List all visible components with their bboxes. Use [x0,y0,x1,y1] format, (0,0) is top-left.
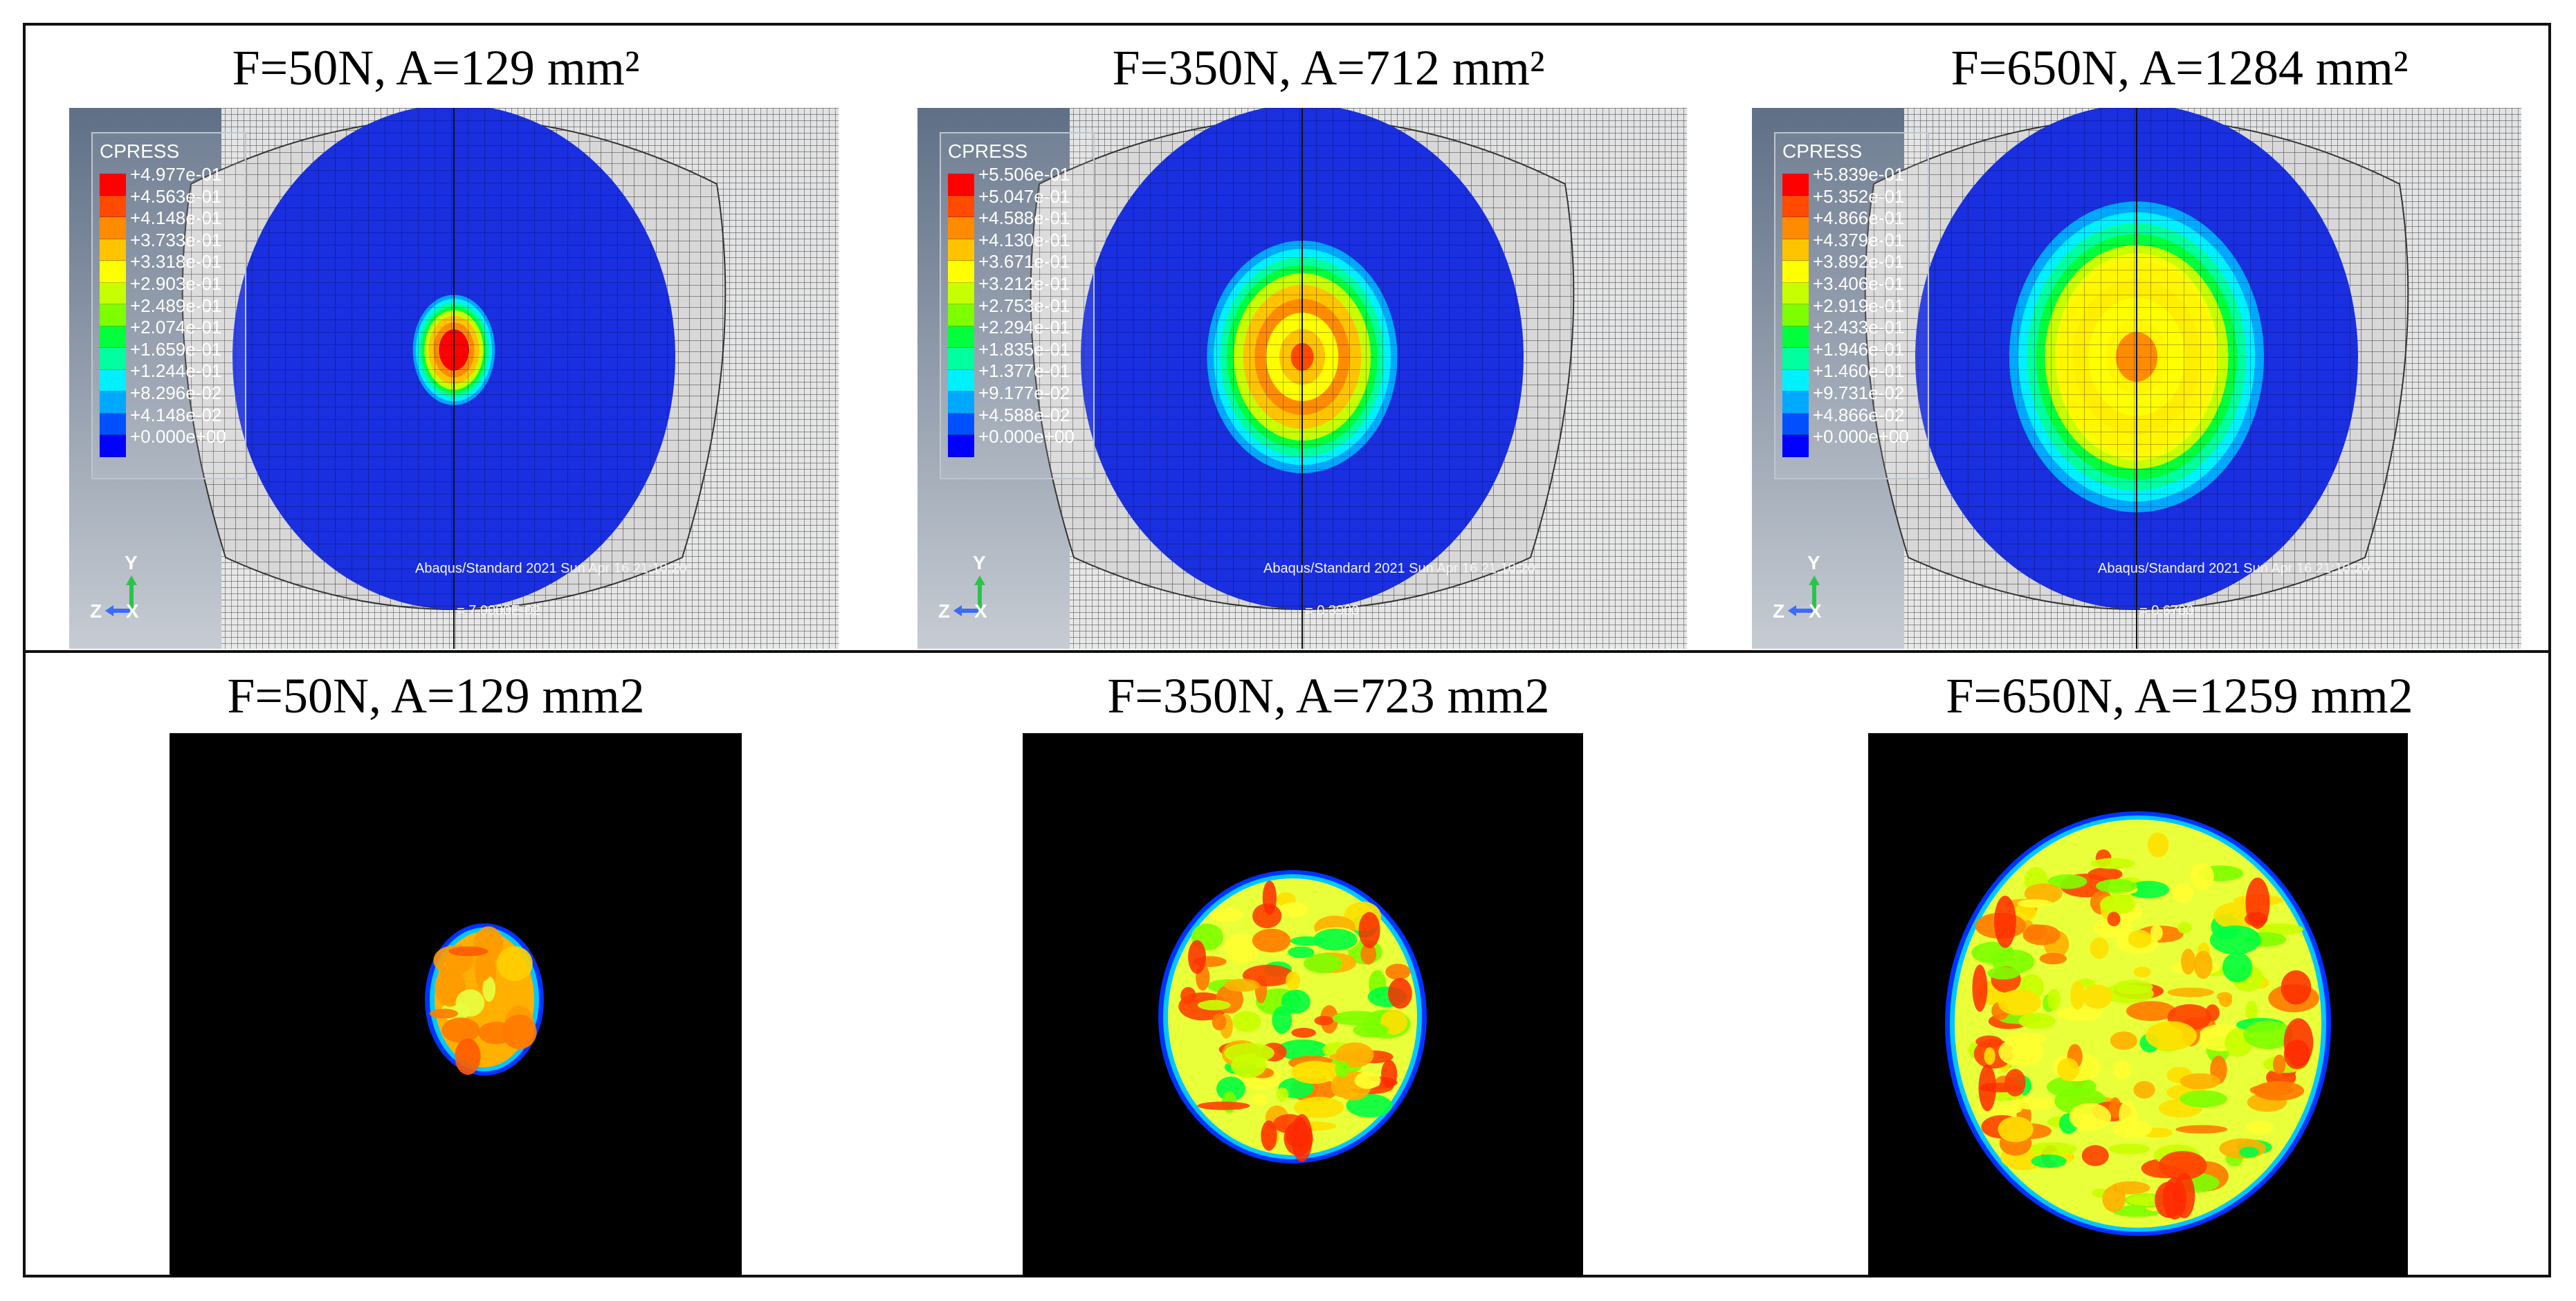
software-status: Abaqus/Standard 2021 Sun Apr 16 21:10:20 [2098,561,2370,576]
legend-value: +3.212e-01 [978,273,1070,294]
contour-plot [1752,108,2521,649]
legend-value: +5.047e-01 [978,185,1070,207]
axis-z-label: Z [938,600,951,622]
fe-simulation-panel-3: CPRESS +5.839e-01 +5.352e-01 +4.866e-01 +4.3… [1752,108,2521,649]
legend-color-bar [948,174,974,457]
legend-value: +2.919e-01 [1813,295,1905,316]
legend-value: +4.148e-01 [130,207,222,229]
step-time-readout: = 0.6700 [2139,603,2194,618]
top-caption-3: F=650N, A=1284 mm² [1951,40,2409,95]
row-divider [23,650,2551,653]
legend-value: +8.296e-02 [130,382,222,403]
contour-plot [69,108,839,649]
fe-simulation-panel-1: CPRESS +4.977e-01 +4.563e-01 +4.148e-01 +3.7… [69,108,839,649]
legend-value: +2.433e-01 [1813,317,1905,338]
legend-value: +4.977e-01 [130,164,222,185]
axis-y-label: Y [1807,552,1820,573]
legend-value: +4.588e-01 [978,207,1070,229]
legend-value: +9.177e-02 [978,382,1070,403]
legend-value: +4.130e-01 [978,229,1070,250]
step-time-readout: = 7.0000E-02 [457,603,540,618]
legend-value: +1.835e-01 [978,338,1070,360]
axis-z-label: Z [1773,600,1785,622]
contour-plot [917,108,1687,649]
cpress-legend: CPRESS +5.506e-01 +5.047e-01 +4.588e-01 +4.1… [940,132,1095,479]
fe-simulation-panel-2: CPRESS +5.506e-01 +5.047e-01 +4.588e-01 +4.1… [917,108,1687,649]
legend-value: +1.377e-01 [978,360,1070,382]
legend-value: +2.753e-01 [978,295,1070,316]
legend-value: +3.671e-01 [978,251,1070,273]
legend-value: +5.506e-01 [978,164,1070,185]
pressure-sensor-map-2 [1023,733,1583,1277]
axis-x-label: X [974,600,987,622]
legend-value: +2.294e-01 [978,317,1070,338]
cpress-legend: CPRESS +4.977e-01 +4.563e-01 +4.148e-01 +3.7… [91,132,246,479]
cpress-legend: CPRESS +5.839e-01 +5.352e-01 +4.866e-01 +4.3… [1774,132,1929,479]
legend-value: +2.074e-01 [130,317,222,338]
legend-value: +5.352e-01 [1813,185,1905,207]
legend-value: +4.379e-01 [1813,229,1905,250]
legend-value: +4.866e-02 [1813,404,1905,425]
axis-y-label: Y [125,552,138,573]
legend-value: +3.318e-01 [130,251,222,273]
legend-value: +1.659e-01 [130,338,222,360]
software-status: Abaqus/Standard 2021 Sun Apr 16 21:10:20 [415,561,687,576]
bottom-caption-3: F=650N, A=1259 mm2 [1946,668,2413,723]
pressure-map [425,923,544,1076]
axis-x-label: X [1809,600,1822,622]
top-caption-2: F=350N, A=712 mm² [1112,40,1545,95]
legend-value: +4.563e-01 [130,185,222,207]
legend-value: +3.733e-01 [130,229,222,250]
legend-value: +9.731e-02 [1813,382,1905,403]
legend-value: +1.244e-01 [130,360,222,382]
legend-value: +0.000e+00 [978,426,1075,447]
legend-value: +1.460e-01 [1813,360,1905,382]
legend-value: +4.588e-02 [978,404,1070,425]
legend-value: +5.839e-01 [1813,164,1905,185]
pressure-map [1945,811,2331,1236]
legend-title: CPRESS [948,140,1028,162]
pressure-sensor-map-1 [170,733,742,1277]
axis-x-label: X [126,600,139,622]
bottom-caption-1: F=50N, A=129 mm2 [227,668,645,723]
legend-title: CPRESS [100,140,180,162]
legend-value: +2.489e-01 [130,295,222,316]
pressure-map [1158,870,1427,1163]
axis-z-label: Z [90,600,102,622]
legend-color-bar [1782,174,1809,457]
legend-value: +3.406e-01 [1813,273,1905,294]
legend-color-bar [100,174,126,457]
legend-value: +1.946e-01 [1813,338,1905,360]
legend-value: +4.148e-02 [130,404,222,425]
pressure-sensor-map-3 [1868,733,2408,1277]
axis-y-label: Y [973,552,986,573]
axis-triad: Y Z X [90,552,166,628]
top-caption-1: F=50N, A=129 mm² [232,40,640,95]
bottom-caption-2: F=350N, A=723 mm2 [1107,668,1550,723]
step-time-readout: = 0.3900 [1305,603,1360,618]
legend-value: +2.903e-01 [130,273,222,294]
legend-title: CPRESS [1782,140,1863,162]
axis-triad: Y Z X [938,552,1014,628]
software-status: Abaqus/Standard 2021 Sun Apr 16 21:10:20 [1263,561,1535,576]
legend-value: +0.000e+00 [1813,426,1909,447]
axis-triad: Y Z X [1773,552,1849,628]
legend-value: +4.866e-01 [1813,207,1905,229]
legend-value: +0.000e+00 [130,426,226,447]
legend-value: +3.892e-01 [1813,251,1905,273]
